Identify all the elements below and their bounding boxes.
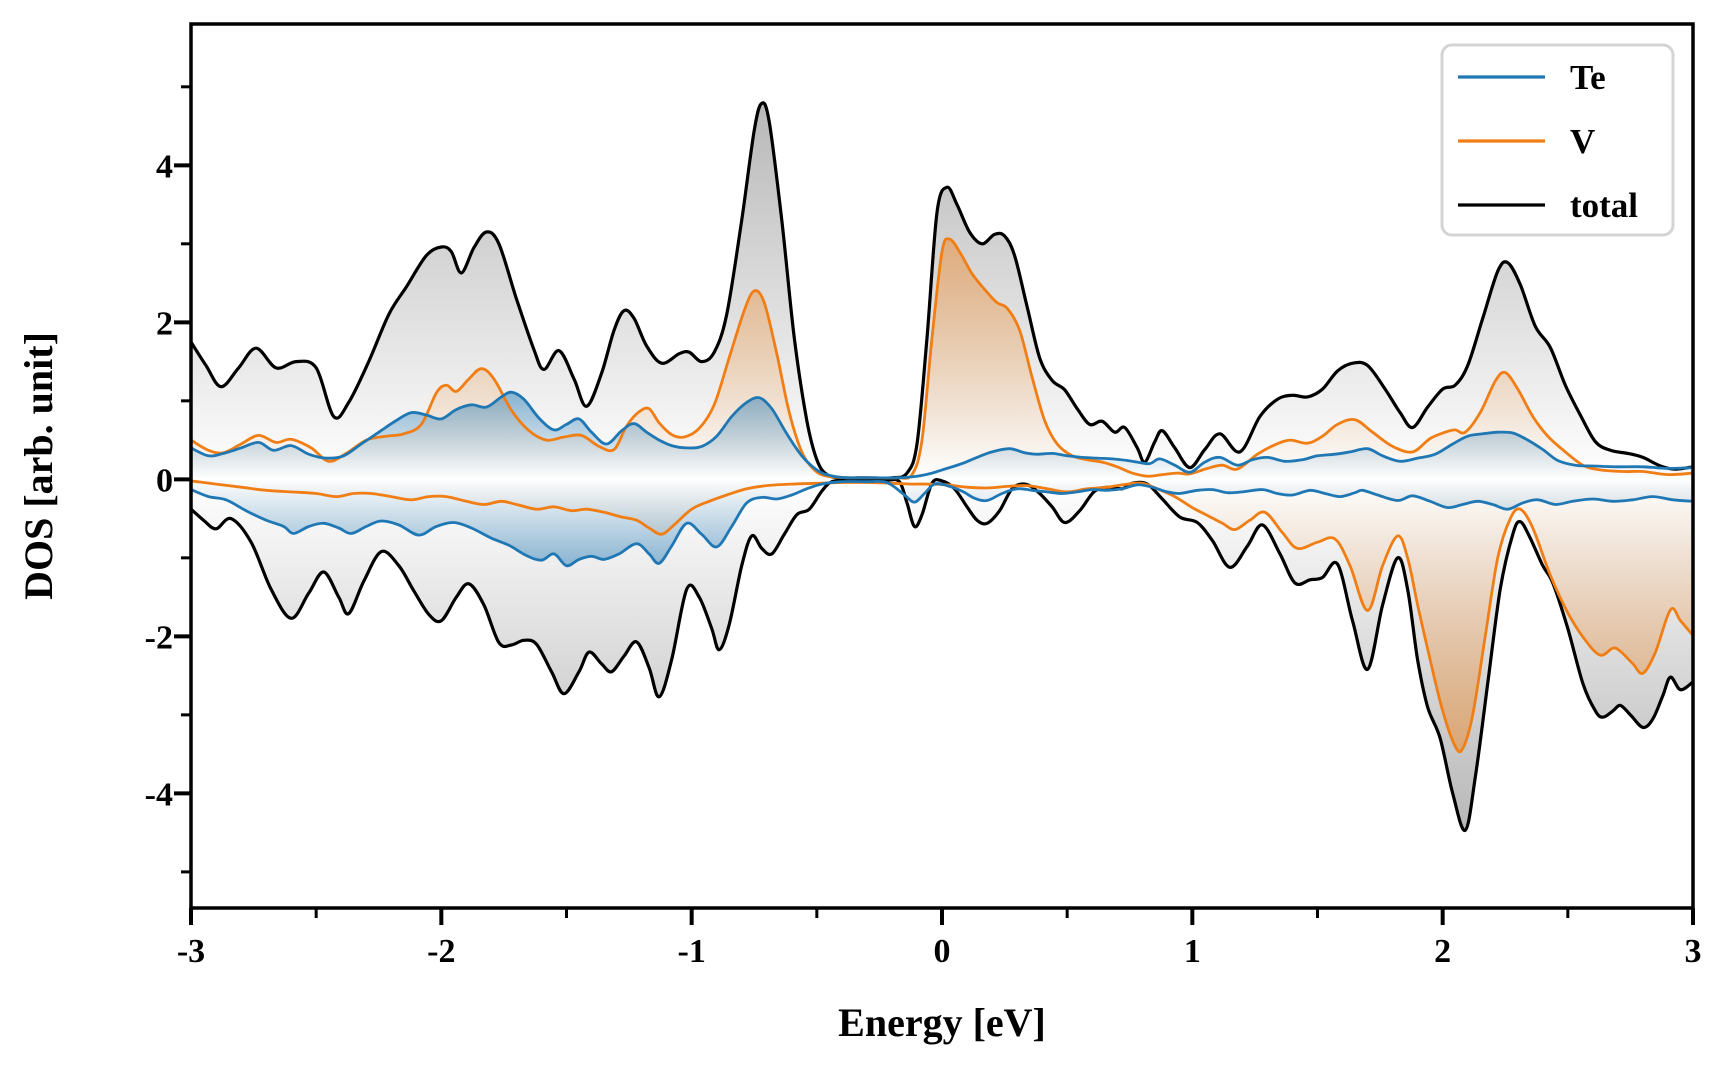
x-tick-label: -3	[177, 933, 205, 970]
y-tick-label: 2	[156, 305, 173, 342]
curve-v-down	[191, 479, 1693, 754]
x-tick-label: 3	[1685, 933, 1702, 970]
x-axis-label: Energy [eV]	[838, 1000, 1046, 1045]
y-tick-label: 0	[156, 462, 173, 499]
legend-entry-te: Te	[1458, 58, 1606, 97]
y-tick-label: 4	[156, 148, 173, 185]
legend-label-v: V	[1570, 122, 1595, 161]
curve-v-up	[191, 237, 1693, 480]
legend-box	[1440, 43, 1675, 237]
fill-v-up	[191, 238, 1693, 480]
fill-te-down	[191, 479, 1693, 566]
y-tick-label: -2	[145, 619, 173, 656]
axis-ticks	[174, 85, 1695, 925]
curve-te-up	[191, 390, 1693, 480]
axis-tick-labels: -3 -2 -1 0 1 2 3 -4 -2 0 2 4	[145, 148, 1702, 970]
legend-label-total: total	[1570, 186, 1638, 225]
legend-label-te: Te	[1570, 58, 1606, 97]
y-axis-label: DOS [arb. unit]	[16, 332, 61, 600]
legend-entry-total: total	[1458, 186, 1638, 225]
x-tick-label: -2	[427, 933, 455, 970]
x-tick-label: 0	[934, 933, 951, 970]
y-tick-label: -4	[145, 776, 173, 813]
dos-curves	[191, 101, 1693, 832]
fill-te-up	[191, 392, 1693, 480]
curve-te-down	[191, 479, 1693, 568]
legend: Te V total	[1440, 43, 1675, 237]
x-tick-label: 1	[1184, 933, 1201, 970]
x-tick-label: -1	[678, 933, 706, 970]
curve-total-up	[191, 101, 1693, 480]
fill-v-down	[191, 479, 1693, 752]
legend-entry-v: V	[1458, 122, 1595, 161]
x-tick-label: 2	[1434, 933, 1451, 970]
curve-total-down	[191, 477, 1693, 832]
